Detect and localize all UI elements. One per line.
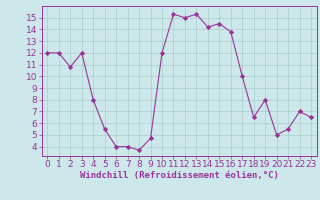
X-axis label: Windchill (Refroidissement éolien,°C): Windchill (Refroidissement éolien,°C) [80,171,279,180]
